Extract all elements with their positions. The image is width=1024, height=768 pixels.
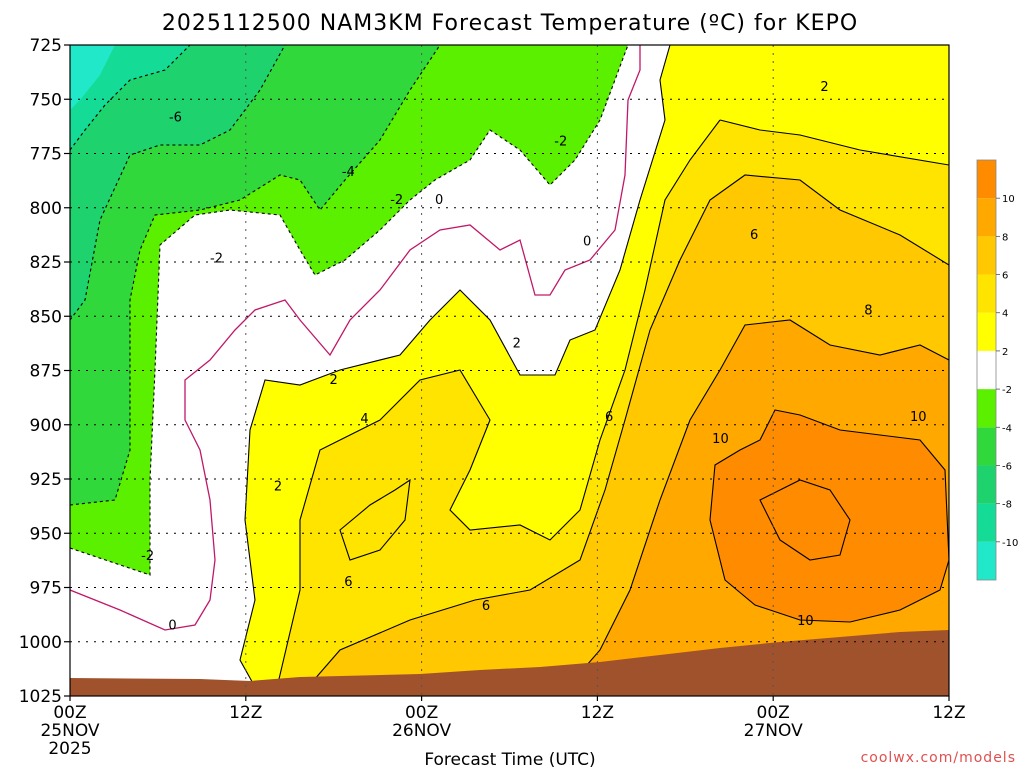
colorbar-label: -6 <box>1002 461 1012 472</box>
contour-label: -2 <box>210 252 223 267</box>
colorbar-label: -4 <box>1002 423 1012 434</box>
y-tick-label: 875 <box>30 362 62 382</box>
contour-label: 6 <box>750 228 758 243</box>
y-tick-label: 825 <box>30 253 62 273</box>
colorbar-label: -8 <box>1002 500 1012 511</box>
colorbar-swatch <box>977 427 996 466</box>
contour-label: -6 <box>169 111 182 126</box>
region-plus-10 <box>710 410 949 622</box>
contour-lines <box>70 45 949 696</box>
colorbar: -10 -8 -6 -4 -2 2 4 6 8 10 <box>976 159 1018 581</box>
contour-label: 2 <box>274 480 282 495</box>
x-tick-label: 12Z <box>581 703 614 723</box>
ground <box>70 630 949 696</box>
credit-text: coolwx.com/models <box>861 750 1016 766</box>
y-tick-label: 850 <box>30 307 62 327</box>
y-tick-label: 975 <box>30 579 62 599</box>
colorbar-label: -2 <box>1002 385 1012 396</box>
contour-label: -2 <box>141 549 154 564</box>
x-tick-date: 26NOV <box>392 721 451 741</box>
colorbar-swatch <box>977 465 996 504</box>
x-tick-label: 00Z <box>405 703 438 723</box>
x-tick-label: 12Z <box>229 703 262 723</box>
region-minus-4 <box>70 45 440 505</box>
y-tick-label: 1025 <box>19 687 62 707</box>
colorbar-swatch <box>977 503 996 542</box>
colorbar-label: 8 <box>1002 232 1008 243</box>
x-tick-label: 00Z <box>53 703 86 723</box>
y-tick-label: 750 <box>30 90 62 110</box>
contour-label: 6 <box>605 410 613 425</box>
colorbar-swatch <box>977 389 996 428</box>
y-tick-labels: 725 750 775 800 825 850 875 900 925 950 975 1000 102… <box>19 36 70 707</box>
colorbar-swatch <box>977 312 996 351</box>
x-tick-label: 00Z <box>757 703 790 723</box>
contour-label: 2 <box>330 373 338 388</box>
y-tick-label: 1000 <box>19 633 62 653</box>
contour-label: 6 <box>344 575 352 590</box>
colorbar-label: -10 <box>1002 538 1018 549</box>
y-tick-label: 800 <box>30 199 62 219</box>
contour-label: 2 <box>820 80 828 95</box>
plot-frame <box>69 44 950 697</box>
contour-label: 0 <box>168 618 176 633</box>
contour-labels: -6 -4 -2 -2 -2 0 0 0 -2 2 2 2 2 4 6 6 6 6 8 10 10 10 <box>141 80 926 633</box>
colorbar-swatch <box>977 198 996 237</box>
contour-label: 0 <box>583 234 591 249</box>
x-tick-year: 2025 <box>48 739 91 759</box>
contour-label: 8 <box>864 304 872 319</box>
colorbar-swatch <box>977 541 996 580</box>
contour-label: 10 <box>910 410 927 425</box>
colorbar-frame <box>976 159 997 581</box>
contour-label: 4 <box>360 412 368 427</box>
region-minus-10 <box>70 45 115 110</box>
x-tick-date: 25NOV <box>40 721 99 741</box>
colorbar-swatch <box>977 236 996 275</box>
contour-label: -2 <box>554 134 567 149</box>
contour-label: 2 <box>513 336 521 351</box>
colorbar-label: 2 <box>1002 347 1008 358</box>
chart-title: 2025112500 NAM3KM Forecast Temperature (… <box>162 11 858 36</box>
colorbar-swatch <box>977 274 996 313</box>
zero-contours <box>70 45 641 631</box>
x-tick-label: 12Z <box>932 703 965 723</box>
plot-area <box>70 45 949 696</box>
y-tick-label: 925 <box>30 470 62 490</box>
y-tick-label: 775 <box>30 145 62 165</box>
y-tick-label: 950 <box>30 524 62 544</box>
contour-label: 6 <box>482 599 490 614</box>
y-tick-label: 900 <box>30 416 62 436</box>
contour-label: 10 <box>712 432 729 447</box>
colorbar-swatch <box>977 160 996 199</box>
region-minus-6 <box>70 45 285 320</box>
contour-label: -4 <box>342 165 355 180</box>
colorbar-label: 6 <box>1002 271 1008 282</box>
x-tick-date: 27NOV <box>744 721 803 741</box>
y-tick-label: 725 <box>30 36 62 56</box>
colorbar-label: 4 <box>1002 309 1008 320</box>
contour-label: 0 <box>435 193 443 208</box>
colorbar-label: 10 <box>1002 194 1015 205</box>
contour-label: -2 <box>390 193 403 208</box>
contour-label: 10 <box>797 614 814 629</box>
x-axis-label: Forecast Time (UTC) <box>424 750 595 768</box>
colorbar-swatch <box>977 350 996 390</box>
